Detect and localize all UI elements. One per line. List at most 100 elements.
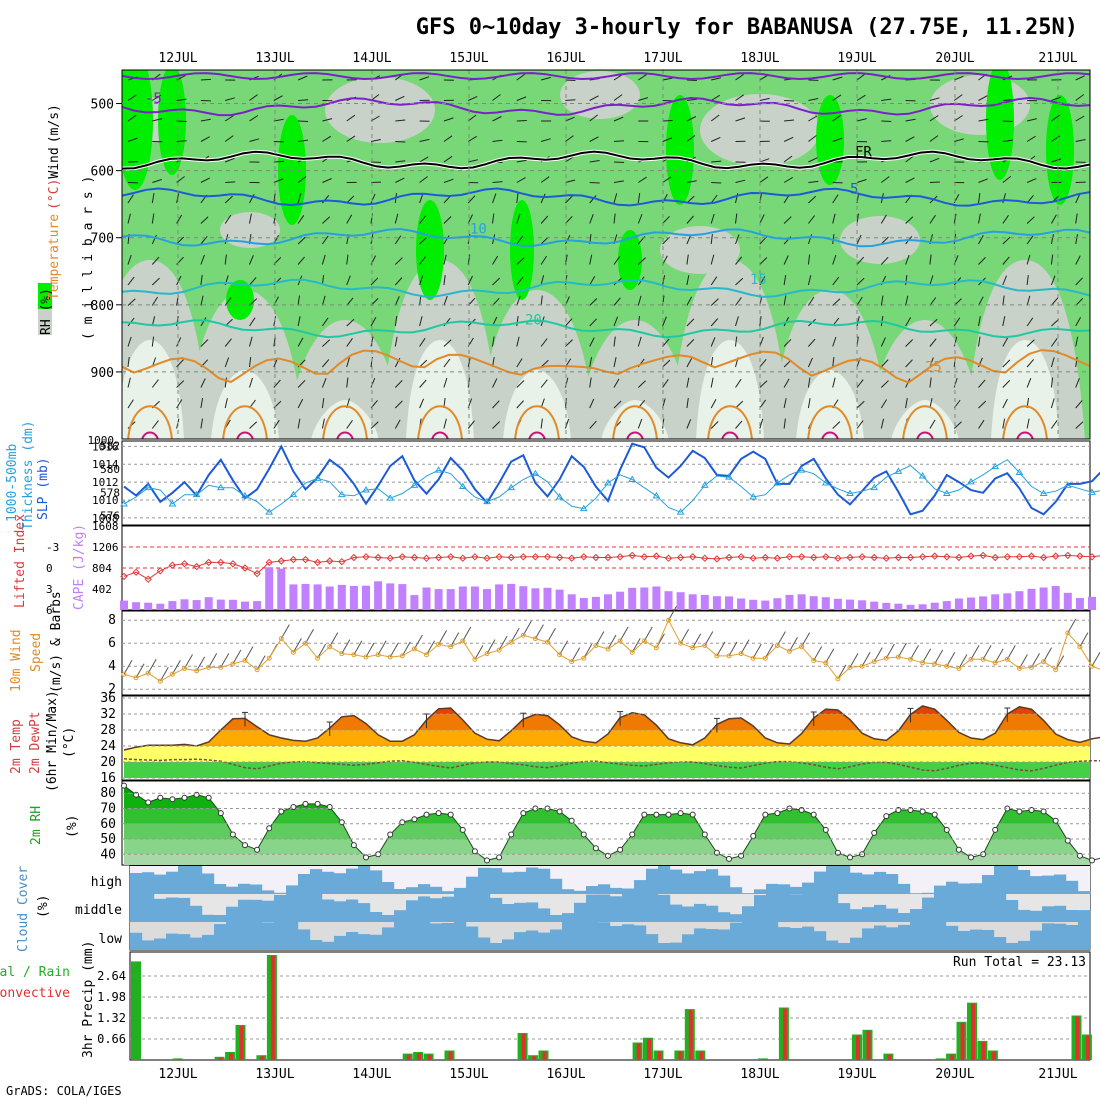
wind-barb [565, 318, 573, 327]
cloud-cover-bar [622, 888, 635, 894]
wind-barb [807, 275, 812, 286]
wind-barb [808, 195, 817, 204]
cloud-cover-bar [262, 890, 275, 894]
temp-band [124, 762, 1090, 778]
wind-barb [1002, 215, 1009, 224]
wind-barb [832, 298, 841, 306]
cloud-cover-bar [886, 908, 899, 922]
cape-bar [156, 603, 165, 610]
cape-bar [906, 604, 915, 610]
wind-barb [516, 177, 526, 183]
lifted-index-marker [229, 560, 237, 568]
wind-speed-marker [375, 652, 381, 658]
surface-wind-barb [571, 647, 581, 662]
wind-barb [589, 357, 592, 368]
wind-speed-marker [387, 654, 393, 660]
cloud-cover-bar [946, 925, 959, 950]
wind-barb [492, 94, 501, 101]
wind-speed-marker [436, 641, 442, 647]
wind-speed-marker [774, 643, 780, 648]
cloud-cover-bar [718, 912, 731, 922]
rh-legend-swatch-bright [38, 283, 52, 309]
wind-barb [662, 176, 672, 183]
surface-wind-barb [1018, 654, 1028, 669]
wind-barb [443, 254, 447, 265]
wind-barb [905, 177, 915, 183]
thickness-axis-label: 1000-500mb [5, 444, 20, 522]
cloud-cover-bar [334, 935, 347, 950]
wind-barb [565, 79, 576, 81]
top-date-label: 17JUL [643, 51, 682, 66]
surface-wind-barb [462, 626, 472, 642]
wind-barb [1050, 398, 1055, 409]
cloud-cover-bar [874, 925, 887, 950]
cloud-cover-bar [790, 928, 803, 950]
wind-barb [662, 120, 673, 122]
wind-barb [565, 339, 573, 347]
hottest-isotherm [721, 431, 739, 439]
wind-barb [224, 195, 233, 204]
wind-barb [905, 359, 913, 368]
surface-wind-barb [789, 637, 798, 652]
surface-wind-barb [970, 645, 980, 660]
wind-barb [686, 180, 697, 183]
wind-barb [346, 135, 356, 142]
wind-barb [686, 318, 695, 327]
surface-wind-barb [292, 638, 302, 653]
wind-barb [224, 254, 227, 265]
cloud-cover-bar [442, 896, 455, 922]
wind-barb [686, 79, 697, 81]
cloud-cover-bar [370, 912, 383, 922]
wind-barb [321, 235, 329, 245]
wind-barb [613, 193, 618, 204]
wind-barb [321, 398, 325, 409]
wind-barb [710, 337, 716, 347]
cape-bar [507, 583, 516, 610]
wind-barb [200, 78, 211, 81]
wind-barb [540, 255, 548, 265]
cape-bar [253, 601, 262, 610]
wind-speed-marker [811, 658, 817, 663]
moist-air-column [986, 70, 1014, 180]
cloud-cover-bar [718, 929, 731, 950]
rh-marker [568, 817, 575, 824]
wind-barb [1026, 135, 1036, 142]
wind-barb [200, 235, 208, 245]
thickness-marker [942, 489, 951, 496]
rh-marker [556, 808, 563, 815]
wind-barb [152, 118, 163, 122]
cloud-cover-bar [202, 873, 215, 894]
dry-air-patch [660, 226, 740, 274]
wind-speed-marker [678, 640, 684, 646]
cape-bar [930, 602, 939, 610]
cloud-cover-bar [298, 929, 311, 950]
lifted-index-marker [386, 554, 394, 562]
wind-speed-marker [303, 640, 308, 646]
wind-barb [1075, 139, 1086, 142]
top-date-label: 15JUL [449, 51, 488, 66]
wind-barb [419, 337, 426, 347]
cape-bar [1088, 596, 1096, 610]
wind-barb [978, 316, 981, 327]
wind-barb [540, 76, 551, 81]
top-date-label: 19JUL [837, 51, 876, 66]
rh-band [124, 854, 1090, 865]
wind-barb [686, 275, 690, 286]
wind-barb [735, 277, 744, 286]
rh-marker [205, 794, 212, 801]
cape-bar [882, 602, 891, 610]
wind-barb [346, 338, 353, 347]
cape-bar [265, 567, 274, 610]
cape-bar [120, 600, 128, 610]
wind-barb [710, 276, 718, 286]
lifted-index-marker [1015, 553, 1024, 561]
thickness-marker [700, 481, 709, 488]
isotherm-label: 15 [750, 272, 767, 288]
wind-barb [1026, 295, 1031, 306]
wind-barb [395, 160, 406, 163]
wind-barb [176, 214, 183, 224]
wind-barb [346, 114, 356, 122]
cloud-cover-bar [694, 928, 707, 950]
wind-speed-marker [242, 658, 248, 663]
rh-marker [992, 826, 999, 833]
